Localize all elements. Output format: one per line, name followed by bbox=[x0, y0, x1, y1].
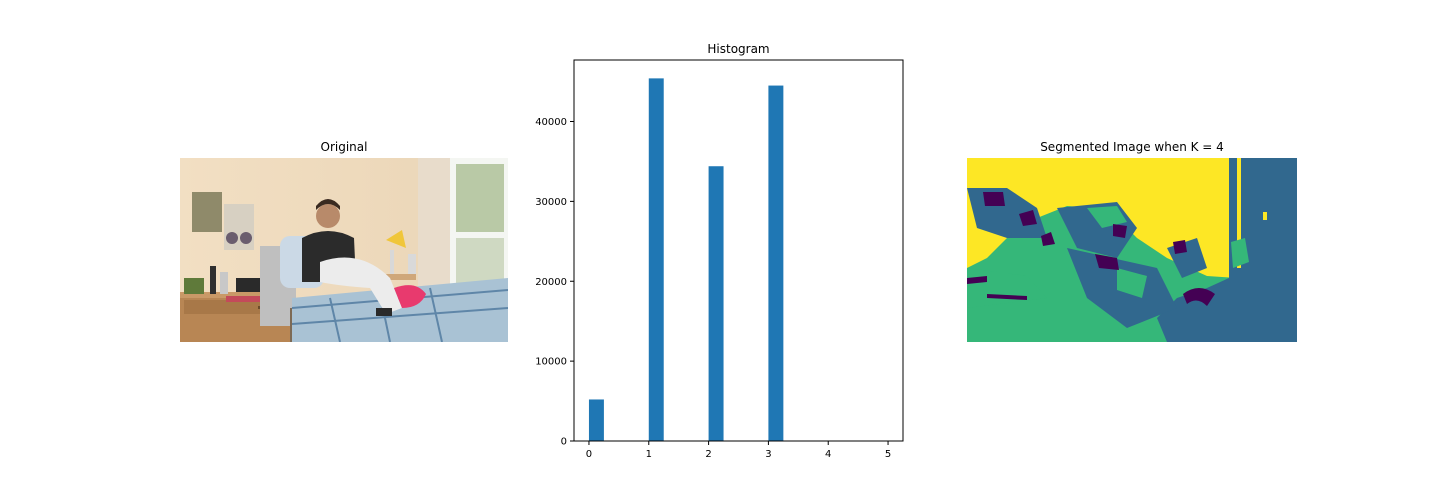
histogram-bar-2 bbox=[708, 166, 724, 441]
y-tick-label: 0 bbox=[561, 437, 567, 448]
x-tick-label: 0 bbox=[586, 449, 592, 460]
histogram-bar-1 bbox=[648, 78, 664, 442]
y-tick-label: 10000 bbox=[535, 357, 567, 368]
y-tick-label: 20000 bbox=[535, 277, 567, 288]
y-tick-label: 30000 bbox=[535, 197, 567, 208]
plot-area-frame bbox=[573, 59, 904, 442]
histogram-bar-3 bbox=[768, 85, 784, 441]
x-tick-label: 3 bbox=[765, 449, 771, 460]
x-tick-label: 2 bbox=[705, 449, 711, 460]
segmented-image bbox=[967, 158, 1297, 342]
chart-title: Histogram bbox=[707, 42, 770, 56]
original-image bbox=[180, 158, 508, 342]
x-tick-label: 5 bbox=[885, 449, 891, 460]
original-title: Original bbox=[320, 140, 368, 154]
x-tick-label: 1 bbox=[646, 449, 652, 460]
histogram-bar-0 bbox=[588, 399, 604, 441]
segmented-title: Segmented Image when K = 4 bbox=[1040, 140, 1224, 154]
segmentation-map-icon bbox=[967, 158, 1297, 342]
y-tick-label: 40000 bbox=[535, 117, 567, 128]
x-tick-label: 4 bbox=[825, 449, 831, 460]
photo-dorm-room-icon bbox=[180, 158, 508, 342]
